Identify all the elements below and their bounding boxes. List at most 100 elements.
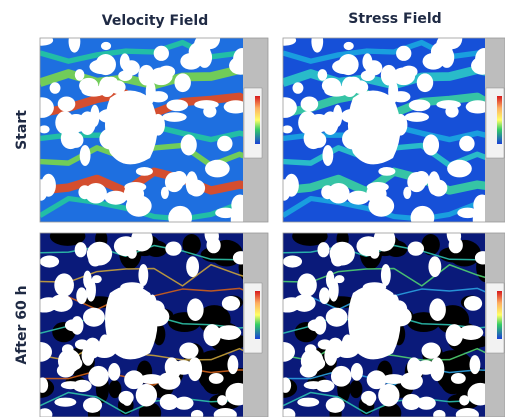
grain <box>37 377 48 392</box>
grain <box>293 82 304 93</box>
grain <box>374 227 396 251</box>
grain <box>329 278 339 301</box>
grain <box>403 187 411 199</box>
grain <box>414 171 430 187</box>
grain <box>305 356 325 370</box>
grain <box>194 100 219 109</box>
grain <box>149 91 168 102</box>
grain <box>197 47 212 68</box>
grain <box>451 373 466 384</box>
grain <box>168 206 192 230</box>
simulation-image <box>269 223 505 417</box>
grain <box>69 30 81 52</box>
grain <box>326 398 345 413</box>
grain <box>209 373 224 384</box>
column-title: Velocity Field <box>102 13 208 29</box>
column-title: Stress Field <box>348 11 441 27</box>
grain <box>105 191 127 205</box>
grain <box>457 208 478 219</box>
grain <box>80 145 91 166</box>
grain <box>365 395 375 406</box>
grain <box>321 185 334 199</box>
grain <box>217 395 227 405</box>
grain <box>322 145 333 166</box>
colorbar <box>255 96 260 144</box>
grain <box>305 344 317 354</box>
grain <box>160 394 179 410</box>
grain <box>423 134 439 155</box>
grain <box>280 377 291 392</box>
grain <box>318 69 328 81</box>
grain <box>311 132 326 147</box>
grain <box>331 252 345 267</box>
grain <box>101 42 111 50</box>
grain <box>215 208 236 219</box>
grain <box>58 96 76 111</box>
grain <box>301 96 319 111</box>
grain <box>205 160 230 178</box>
dead-zone <box>350 380 363 398</box>
grain <box>324 346 337 366</box>
grain <box>138 264 148 286</box>
grain <box>54 273 74 296</box>
grain <box>161 187 169 199</box>
grain <box>447 160 472 178</box>
grain <box>65 319 81 331</box>
void <box>105 286 158 360</box>
grain <box>82 346 95 366</box>
grain <box>174 73 190 92</box>
grain <box>311 30 323 52</box>
grain <box>30 35 53 46</box>
void <box>105 91 158 165</box>
grain <box>186 171 198 195</box>
row-label: After 60 h <box>14 285 30 364</box>
grain <box>308 319 324 331</box>
grain <box>90 105 99 127</box>
grain <box>62 344 74 354</box>
figure: Velocity Field Stress Field Start After … <box>0 0 505 417</box>
grain <box>417 73 433 92</box>
grain <box>86 278 96 301</box>
grain <box>123 60 140 75</box>
grain <box>222 296 240 311</box>
void <box>348 286 401 360</box>
grain <box>30 97 54 118</box>
grain <box>308 114 330 132</box>
grain <box>396 46 411 61</box>
grain <box>154 46 169 61</box>
grain <box>282 125 293 133</box>
grain <box>88 252 102 267</box>
colorbar <box>255 291 260 339</box>
grain <box>166 99 188 111</box>
grain <box>62 356 82 370</box>
grain <box>284 174 299 197</box>
grain <box>50 82 61 93</box>
grain <box>365 60 382 75</box>
grain <box>73 380 92 392</box>
grain <box>347 191 369 205</box>
grain <box>122 395 132 406</box>
grain <box>165 242 181 256</box>
grain <box>68 132 83 147</box>
grain <box>179 343 198 359</box>
grain <box>464 296 482 311</box>
grain <box>316 380 335 392</box>
grain <box>33 301 55 313</box>
grain <box>79 78 98 94</box>
grain <box>174 360 193 375</box>
grain <box>105 77 118 86</box>
grain <box>405 112 429 122</box>
grain <box>217 136 232 152</box>
grain <box>331 366 352 387</box>
grain <box>78 185 91 199</box>
grain <box>39 125 50 133</box>
void <box>348 91 401 165</box>
grain <box>400 66 417 78</box>
colorbar <box>497 96 502 144</box>
grain <box>227 355 238 374</box>
grain <box>411 206 435 230</box>
grain <box>127 248 137 259</box>
grain <box>83 398 102 413</box>
grain <box>283 256 302 268</box>
grain <box>416 360 435 375</box>
